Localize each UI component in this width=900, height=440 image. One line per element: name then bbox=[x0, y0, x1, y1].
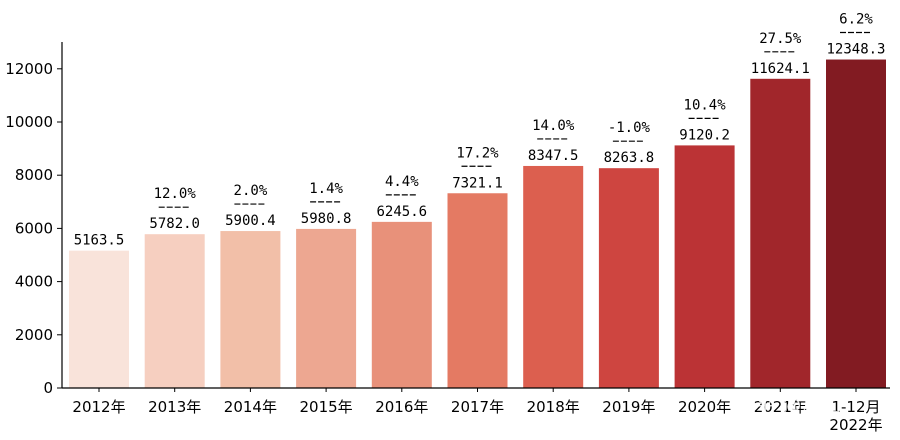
y-tick-label: 6000 bbox=[15, 219, 53, 237]
bar-value-label: 5782.0 bbox=[149, 216, 200, 232]
x-tick-label: 2022年 bbox=[829, 416, 882, 434]
bar-value-label: 12348.3 bbox=[826, 42, 885, 58]
growth-rate-label: 1.4% bbox=[309, 181, 343, 197]
x-tick-label: 2014年 bbox=[224, 398, 277, 416]
bar-value-label: 5900.4 bbox=[225, 213, 276, 229]
x-tick-label: 1-12月 bbox=[831, 398, 880, 416]
growth-rate-label: 2.0% bbox=[234, 183, 268, 199]
y-tick-label: 10000 bbox=[5, 113, 53, 131]
y-tick-label: 8000 bbox=[15, 166, 53, 184]
growth-rate-label: 14.0% bbox=[532, 118, 575, 134]
bar bbox=[826, 59, 886, 389]
y-axis: 0 2000 4000 6000 8000 10000 12000 bbox=[5, 42, 63, 397]
growth-rate-label: 17.2% bbox=[456, 145, 499, 161]
bar-value-label: 11624.1 bbox=[751, 61, 810, 77]
y-tick-label: 0 bbox=[43, 379, 53, 397]
x-tick-label: 2021年 bbox=[754, 398, 807, 416]
growth-rate-label: 12.0% bbox=[154, 186, 197, 202]
bar bbox=[296, 228, 357, 388]
watermark-text: 知乎 @息山 bbox=[735, 393, 841, 417]
bar-value-label: 6245.6 bbox=[377, 204, 428, 220]
growth-rate-label: 27.5% bbox=[759, 31, 802, 47]
x-tick-label: 2016年 bbox=[375, 398, 428, 416]
growth-rate-label: -1.0% bbox=[608, 120, 651, 136]
bar bbox=[144, 234, 205, 388]
bar-value-label: 9120.2 bbox=[679, 127, 730, 143]
bar bbox=[220, 231, 281, 388]
bar bbox=[69, 250, 129, 388]
bars bbox=[69, 59, 886, 389]
y-tick-label: 2000 bbox=[15, 326, 53, 344]
bar bbox=[750, 78, 811, 388]
bar-labels: 5163.5 5782.0 12.0% 5900.4 2.0% 5980.8 1.4% 624… bbox=[74, 12, 886, 249]
x-tick-label: 2015年 bbox=[300, 398, 353, 416]
bar-value-label: 5980.8 bbox=[301, 211, 352, 227]
bar-value-label: 7321.1 bbox=[452, 175, 503, 191]
bar-value-label: 8347.5 bbox=[528, 148, 579, 164]
x-tick-label: 2013年 bbox=[148, 398, 201, 416]
growth-rate-label: 6.2% bbox=[839, 12, 873, 28]
y-tick-label: 4000 bbox=[15, 273, 53, 291]
x-tick-label: 2012年 bbox=[72, 398, 125, 416]
x-tick-label: 2019年 bbox=[602, 398, 655, 416]
bar-value-label: 8263.8 bbox=[604, 150, 655, 166]
x-tick-label: 2017年 bbox=[451, 398, 504, 416]
bar bbox=[371, 221, 432, 388]
bar bbox=[674, 145, 735, 388]
bar bbox=[447, 193, 508, 388]
growth-rate-label: 10.4% bbox=[684, 97, 727, 113]
bar bbox=[598, 168, 659, 388]
x-tick-label: 2018年 bbox=[527, 398, 580, 416]
x-axis: 2012年 2013年 2014年 2015年 2016年 2017年 2018年 2019年… bbox=[62, 387, 890, 434]
bar-value-label: 5163.5 bbox=[74, 233, 125, 249]
x-tick-label: 2020年 bbox=[678, 398, 731, 416]
growth-rate-label: 4.4% bbox=[385, 174, 419, 190]
y-tick-label: 12000 bbox=[5, 60, 53, 78]
bar bbox=[523, 165, 584, 388]
